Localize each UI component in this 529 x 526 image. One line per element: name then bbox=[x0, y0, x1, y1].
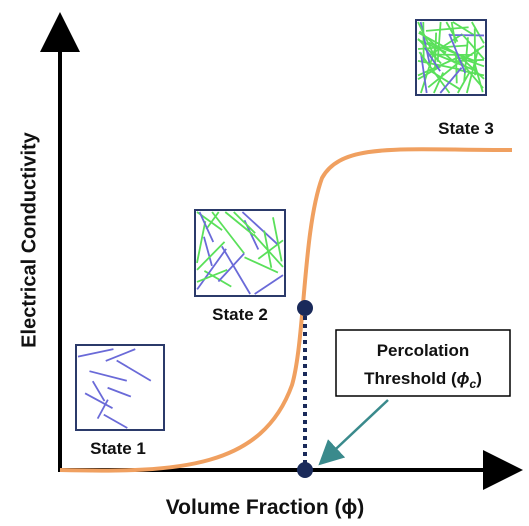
filler-line bbox=[244, 256, 279, 274]
filler-line bbox=[233, 211, 256, 234]
annotation-text: Percolation bbox=[377, 341, 470, 360]
filler-line bbox=[418, 51, 451, 94]
filler-line bbox=[419, 52, 428, 94]
filler-line bbox=[96, 399, 109, 420]
x-axis-label: Volume Fraction (ϕ) bbox=[166, 496, 365, 519]
annotation-arrow bbox=[318, 399, 389, 466]
filler-line bbox=[116, 359, 152, 382]
annotation-symbol: ϕ bbox=[457, 369, 470, 388]
filler-line bbox=[425, 26, 469, 32]
filler-line bbox=[196, 248, 227, 290]
filler-line bbox=[221, 245, 251, 295]
filler-line bbox=[417, 65, 441, 80]
annotation-text: Threshold ( bbox=[364, 369, 457, 388]
filler-line bbox=[89, 370, 128, 382]
filler-line bbox=[205, 211, 220, 230]
filler-line bbox=[448, 33, 467, 74]
filler-line bbox=[84, 392, 113, 409]
filler-line bbox=[423, 47, 441, 72]
filler-line bbox=[445, 21, 459, 43]
filler-line bbox=[450, 21, 457, 44]
state-label: State 3 bbox=[438, 119, 494, 138]
filler-line bbox=[103, 413, 128, 429]
threshold-point bbox=[297, 300, 313, 316]
filler-line bbox=[417, 38, 442, 65]
filler-line bbox=[428, 41, 478, 63]
filler-line bbox=[427, 60, 461, 89]
annotation-subscript: c bbox=[470, 377, 477, 391]
filler-line bbox=[254, 274, 284, 295]
filler-line bbox=[107, 386, 132, 398]
annotation-text: Threshold (ϕc) bbox=[364, 369, 482, 391]
filler-line bbox=[196, 268, 228, 283]
filler-line bbox=[418, 30, 456, 64]
filler-line bbox=[198, 211, 215, 243]
filler-line bbox=[105, 348, 136, 362]
filler-line bbox=[77, 348, 114, 358]
filler-line bbox=[462, 34, 485, 60]
filler-line bbox=[224, 211, 255, 236]
filler-line bbox=[203, 236, 213, 267]
filler-line bbox=[455, 68, 485, 77]
y-axis-label: Electrical Conductivity bbox=[18, 131, 40, 347]
filler-line bbox=[196, 221, 207, 264]
annotation-box bbox=[335, 329, 511, 397]
filler-line bbox=[471, 21, 485, 44]
filler-line bbox=[211, 211, 245, 255]
filler-line bbox=[196, 241, 226, 271]
filler-line bbox=[454, 58, 485, 63]
filler-line bbox=[417, 21, 437, 59]
filler-line bbox=[272, 217, 283, 262]
state-label: State 1 bbox=[90, 439, 146, 458]
filler-line bbox=[452, 21, 476, 37]
filler-line bbox=[217, 252, 245, 283]
filler-line bbox=[241, 211, 279, 245]
annotation-text: ) bbox=[476, 369, 482, 388]
state-label: State 2 bbox=[212, 305, 268, 324]
filler-line bbox=[439, 67, 463, 94]
filler-line bbox=[253, 233, 284, 268]
threshold-point bbox=[297, 462, 313, 478]
filler-line bbox=[465, 48, 480, 94]
filler-line bbox=[91, 380, 106, 402]
state-box bbox=[75, 344, 165, 431]
